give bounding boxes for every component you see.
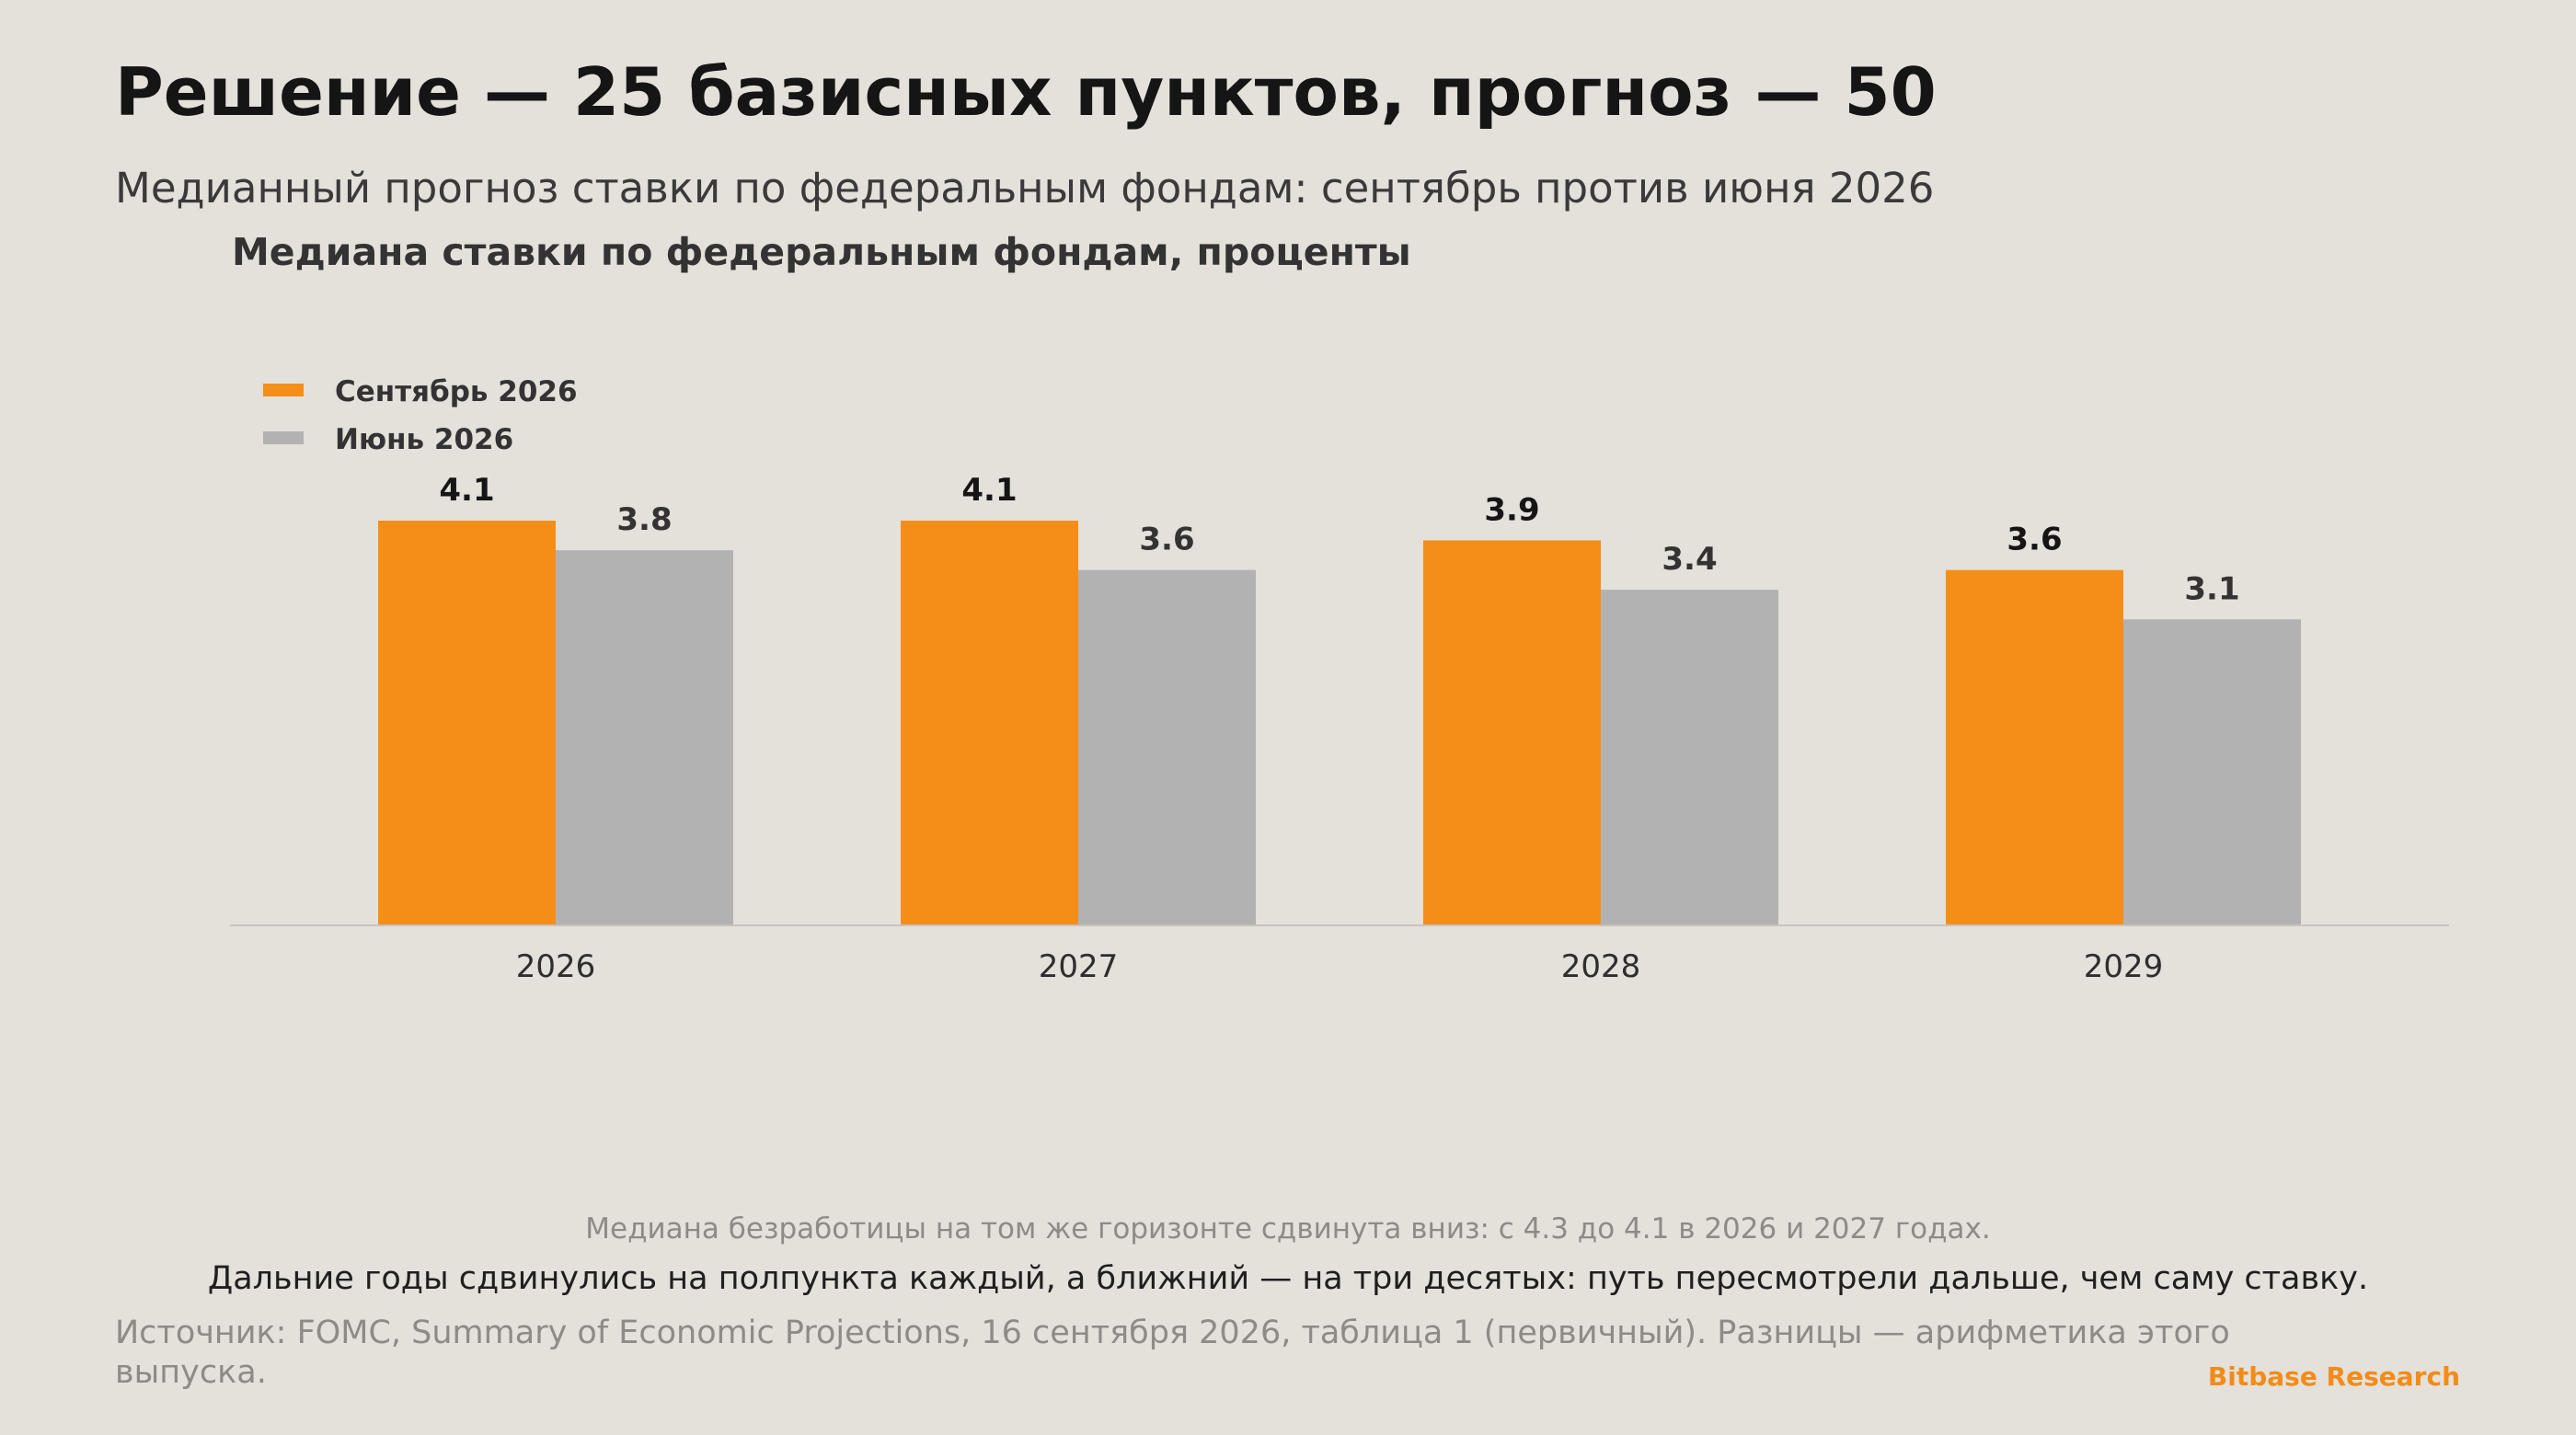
chart-title: Медиана ставки по федеральным фондам, пр…: [232, 230, 1411, 274]
value-label-2026-series-0: 4.1: [439, 472, 494, 509]
legend-label-0: Сентябрь 2026: [335, 375, 578, 408]
value-label-2027-series-0: 4.1: [961, 472, 1017, 509]
x-tick-label-2026: 2026: [516, 948, 596, 985]
x-tick-label-2029: 2029: [2084, 948, 2164, 985]
brand-logo: Bitbase Research: [2207, 1361, 2460, 1392]
takeaway-note: Дальние годы сдвинулись на полпункта каж…: [207, 1260, 2369, 1297]
value-label-2027-series-1: 3.6: [1139, 522, 1194, 558]
x-tick-label-2028: 2028: [1561, 948, 1641, 985]
bar-2026-series-0: [378, 521, 556, 925]
bar-2026-series-1: [556, 550, 733, 925]
source-note: Источник: FOMC, Summary of Economic Proj…: [115, 1314, 2230, 1391]
bar-2027-series-0: [901, 521, 1078, 925]
bar-2028-series-1: [1601, 590, 1778, 925]
x-tick-label-2027: 2027: [1039, 948, 1119, 985]
unemployment-note: Медиана безработицы на том же горизонте …: [585, 1212, 1991, 1246]
legend-swatch-0: [263, 384, 304, 396]
value-label-2028-series-1: 3.4: [1662, 541, 1717, 578]
bar-2029-series-1: [2123, 619, 2301, 925]
page-subtitle: Медианный прогноз ставки по федеральным …: [115, 164, 1935, 212]
value-label-2029-series-0: 3.6: [2007, 522, 2062, 558]
bar-chart: Сентябрь 2026 Июнь 2026 4.1 3.8 2026 4.1 3.6 20…: [230, 375, 2449, 985]
bar-2027-series-1: [1078, 569, 1256, 925]
bar-2029-series-0: [1946, 569, 2123, 925]
value-label-2029-series-1: 3.1: [2184, 570, 2239, 607]
page-title: Решение — 25 базисных пунктов, прогноз —…: [115, 53, 1937, 131]
value-label-2026-series-1: 3.8: [616, 501, 672, 538]
legend-swatch-1: [263, 431, 304, 444]
bar-2028-series-0: [1423, 540, 1601, 925]
value-label-2028-series-0: 3.9: [1484, 491, 1539, 528]
legend-label-1: Июнь 2026: [335, 423, 513, 456]
